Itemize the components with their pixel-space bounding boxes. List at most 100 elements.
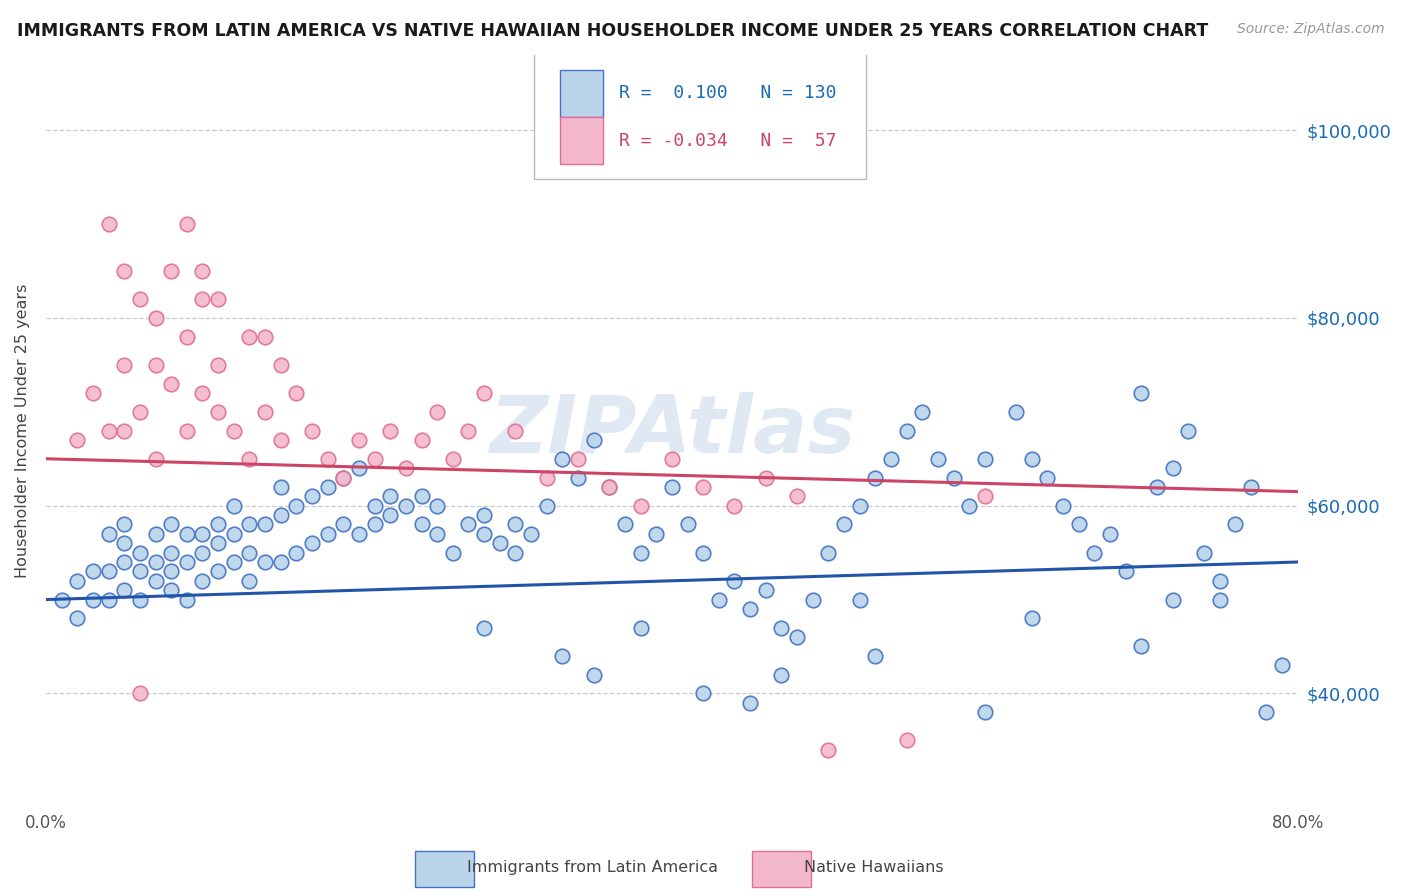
Point xyxy=(1115,565,1137,579)
Point xyxy=(740,602,762,616)
Point xyxy=(207,565,229,579)
Point xyxy=(112,517,135,532)
Text: Source: ZipAtlas.com: Source: ZipAtlas.com xyxy=(1237,22,1385,37)
Point xyxy=(848,592,870,607)
Point xyxy=(254,330,277,344)
Point xyxy=(270,508,292,522)
Point xyxy=(191,546,214,560)
Point xyxy=(97,526,120,541)
Text: ZIPAtlas: ZIPAtlas xyxy=(489,392,855,469)
Point xyxy=(191,386,214,401)
Point xyxy=(191,292,214,306)
Text: R =  0.100   N = 130: R = 0.100 N = 130 xyxy=(619,85,837,103)
Point xyxy=(911,405,934,419)
Point xyxy=(457,424,479,438)
Point xyxy=(692,480,714,494)
Point xyxy=(207,405,229,419)
Point xyxy=(630,499,652,513)
Point xyxy=(207,292,229,306)
Point xyxy=(395,499,418,513)
Point xyxy=(472,621,495,635)
Point xyxy=(661,480,683,494)
Point xyxy=(128,546,150,560)
Point xyxy=(285,386,308,401)
Point xyxy=(176,526,198,541)
Point xyxy=(707,592,730,607)
Point xyxy=(927,451,949,466)
Point xyxy=(973,489,995,503)
Point xyxy=(598,480,620,494)
Point xyxy=(441,546,464,560)
Point xyxy=(582,433,605,447)
Point xyxy=(270,480,292,494)
Point xyxy=(222,526,245,541)
Point xyxy=(112,358,135,372)
Point xyxy=(82,386,104,401)
Point xyxy=(285,499,308,513)
Point xyxy=(1098,526,1121,541)
Point xyxy=(865,470,887,484)
Point xyxy=(254,555,277,569)
Point xyxy=(222,499,245,513)
Point xyxy=(254,517,277,532)
Point xyxy=(316,451,339,466)
Point xyxy=(472,508,495,522)
Point xyxy=(723,499,745,513)
Point xyxy=(112,264,135,278)
Point xyxy=(817,743,839,757)
Point xyxy=(160,264,183,278)
Point xyxy=(145,451,167,466)
Point xyxy=(770,621,793,635)
Point xyxy=(1225,517,1247,532)
Point xyxy=(613,517,636,532)
Point xyxy=(848,499,870,513)
Point xyxy=(332,470,354,484)
Point xyxy=(786,489,808,503)
Point xyxy=(270,358,292,372)
Point xyxy=(505,424,527,438)
Point xyxy=(176,217,198,231)
Point xyxy=(128,592,150,607)
Point xyxy=(457,517,479,532)
Point xyxy=(630,546,652,560)
Point xyxy=(942,470,965,484)
Point xyxy=(676,517,699,532)
FancyBboxPatch shape xyxy=(561,70,603,117)
Point xyxy=(238,574,260,588)
Point xyxy=(191,526,214,541)
Point xyxy=(82,565,104,579)
Point xyxy=(145,526,167,541)
Point xyxy=(160,517,183,532)
Point xyxy=(128,405,150,419)
Point xyxy=(128,565,150,579)
Point xyxy=(786,630,808,644)
Point xyxy=(865,648,887,663)
Point xyxy=(598,480,620,494)
FancyBboxPatch shape xyxy=(534,53,866,179)
Text: Immigrants from Latin America: Immigrants from Latin America xyxy=(467,860,718,874)
Point xyxy=(160,583,183,598)
Point xyxy=(1161,592,1184,607)
Point xyxy=(347,461,370,475)
Point xyxy=(973,705,995,719)
Point xyxy=(411,517,433,532)
Point xyxy=(770,667,793,681)
Point xyxy=(254,405,277,419)
Point xyxy=(207,358,229,372)
Point xyxy=(238,517,260,532)
Point xyxy=(238,330,260,344)
Point xyxy=(1208,574,1230,588)
Point xyxy=(128,292,150,306)
Point xyxy=(380,424,402,438)
Point xyxy=(145,574,167,588)
Point xyxy=(1067,517,1090,532)
Point xyxy=(723,574,745,588)
Point xyxy=(1271,658,1294,673)
Point xyxy=(176,592,198,607)
Point xyxy=(238,451,260,466)
Point xyxy=(817,546,839,560)
Point xyxy=(1130,640,1153,654)
Point xyxy=(801,592,824,607)
Point xyxy=(1256,705,1278,719)
Point xyxy=(301,489,323,503)
